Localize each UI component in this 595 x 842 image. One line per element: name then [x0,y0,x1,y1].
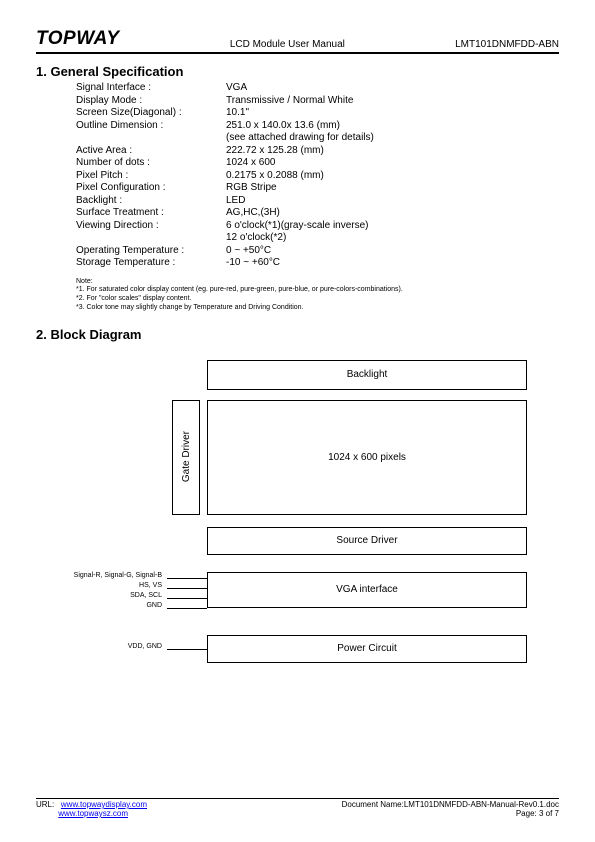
signal-rgb-label: Signal-R, Signal-G, Signal-B [17,572,162,579]
spec-label [76,132,226,145]
spec-row: Viewing Direction :6 o'clock(*1)(gray-sc… [76,220,559,233]
spec-value: RGB Stripe [226,182,277,195]
spec-label: Outline Dimension : [76,120,226,133]
spec-row: Pixel Configuration :RGB Stripe [76,182,559,195]
source-driver-box-label: Source Driver [336,535,397,546]
spec-value: 1024 x 600 [226,157,276,170]
power-circuit-box-label: Power Circuit [337,643,396,654]
page-header: TOPWAY LCD Module User Manual LMT101DNMF… [36,28,559,54]
spec-label: Number of dots : [76,157,226,170]
footer-right: Document Name:LMT101DNMFDD-ABN-Manual-Re… [342,800,559,818]
spec-label: Viewing Direction : [76,220,226,233]
source-driver-box: Source Driver [207,527,527,555]
signal-sdascl-line [167,598,207,599]
signal-hsvs-line [167,588,207,589]
url-label: URL: [36,800,54,809]
spec-label: Display Mode : [76,95,226,108]
note-line: *2. For "color scales" display content. [76,295,559,304]
footer-link-2[interactable]: www.topwaysz.com [58,809,128,818]
spec-value: 6 o'clock(*1)(gray-scale inverse) [226,220,369,233]
notes-title: Note: [76,278,559,287]
signal-sdascl-label: SDA, SCL [17,592,162,599]
spec-label: Screen Size(Diagonal) : [76,107,226,120]
spec-label [76,232,226,245]
signal-gnd-label: GND [17,602,162,609]
spec-row: Backlight :LED [76,195,559,208]
spec-row: (see attached drawing for details) [76,132,559,145]
spec-value: 10.1" [226,107,249,120]
header-model: LMT101DNMFDD-ABN [455,39,559,50]
gate-driver-box: Gate Driver [172,400,200,515]
spec-value: (see attached drawing for details) [226,132,374,145]
spec-label: Operating Temperature : [76,245,226,258]
spec-label: Pixel Pitch : [76,170,226,183]
spec-label: Backlight : [76,195,226,208]
vga-interface-box-label: VGA interface [336,584,398,595]
spec-label: Storage Temperature : [76,257,226,270]
spec-value: 12 o'clock(*2) [226,232,286,245]
spec-value: -10 ~ +60°C [226,257,280,270]
spec-row: Screen Size(Diagonal) :10.1" [76,107,559,120]
signal-vddgnd-label: VDD, GND [17,643,162,650]
notes-block: Note: *1. For saturated color display co… [76,278,559,313]
note-line: *3. Color tone may slightly change by Te… [76,304,559,313]
signal-rgb-line [167,578,207,579]
spec-row: Surface Treatment :AG,HC,(3H) [76,207,559,220]
spec-label: Active Area : [76,145,226,158]
spec-value: 222.72 x 125.28 (mm) [226,145,324,158]
footer-page: Page: 3 of 7 [342,809,559,818]
block-diagram: Backlight Gate Driver 1024 x 600 pixels Sou… [72,360,532,760]
section1-title: 1. General Specification [36,64,559,79]
section2-title: 2. Block Diagram [36,327,559,342]
footer-doc: Document Name:LMT101DNMFDD-ABN-Manual-Re… [342,800,559,809]
backlight-box: Backlight [207,360,527,390]
backlight-box-label: Backlight [347,369,388,380]
signal-hsvs-label: HS, VS [17,582,162,589]
spec-value: 251.0 x 140.0x 13.6 (mm) [226,120,340,133]
spec-label: Signal Interface : [76,82,226,95]
pixels-box: 1024 x 600 pixels [207,400,527,515]
signal-gnd-line [167,608,207,609]
gate-driver-box-label: Gate Driver [181,431,192,482]
spec-label: Pixel Configuration : [76,182,226,195]
footer-link-1[interactable]: www.topwaydisplay.com [61,800,147,809]
spec-value: AG,HC,(3H) [226,207,280,220]
spec-row: Storage Temperature :-10 ~ +60°C [76,257,559,270]
spec-row: Display Mode :Transmissive / Normal Whit… [76,95,559,108]
spec-value: Transmissive / Normal White [226,95,353,108]
spec-value: LED [226,195,245,208]
power-circuit-box: Power Circuit [207,635,527,663]
vga-interface-box: VGA interface [207,572,527,608]
spec-row: Signal Interface :VGA [76,82,559,95]
spec-row: Active Area :222.72 x 125.28 (mm) [76,145,559,158]
header-title: LCD Module User Manual [230,39,345,50]
signal-vddgnd-line [167,649,207,650]
spec-row: Number of dots :1024 x 600 [76,157,559,170]
spec-row: 12 o'clock(*2) [76,232,559,245]
spec-row: Outline Dimension :251.0 x 140.0x 13.6 (… [76,120,559,133]
page-footer: URL: www.topwaydisplay.com www.topwaysz.… [36,798,559,818]
spec-label: Surface Treatment : [76,207,226,220]
spec-row: Operating Temperature :0 ~ +50°C [76,245,559,258]
note-line: *1. For saturated color display content … [76,286,559,295]
spec-value: VGA [226,82,247,95]
spec-table: Signal Interface :VGADisplay Mode :Trans… [76,82,559,270]
spec-row: Pixel Pitch :0.2175 x 0.2088 (mm) [76,170,559,183]
spec-value: 0.2175 x 0.2088 (mm) [226,170,324,183]
footer-left: URL: www.topwaydisplay.com www.topwaysz.… [36,800,147,818]
pixels-box-label: 1024 x 600 pixels [328,452,406,463]
logo: TOPWAY [36,28,120,50]
spec-value: 0 ~ +50°C [226,245,271,258]
